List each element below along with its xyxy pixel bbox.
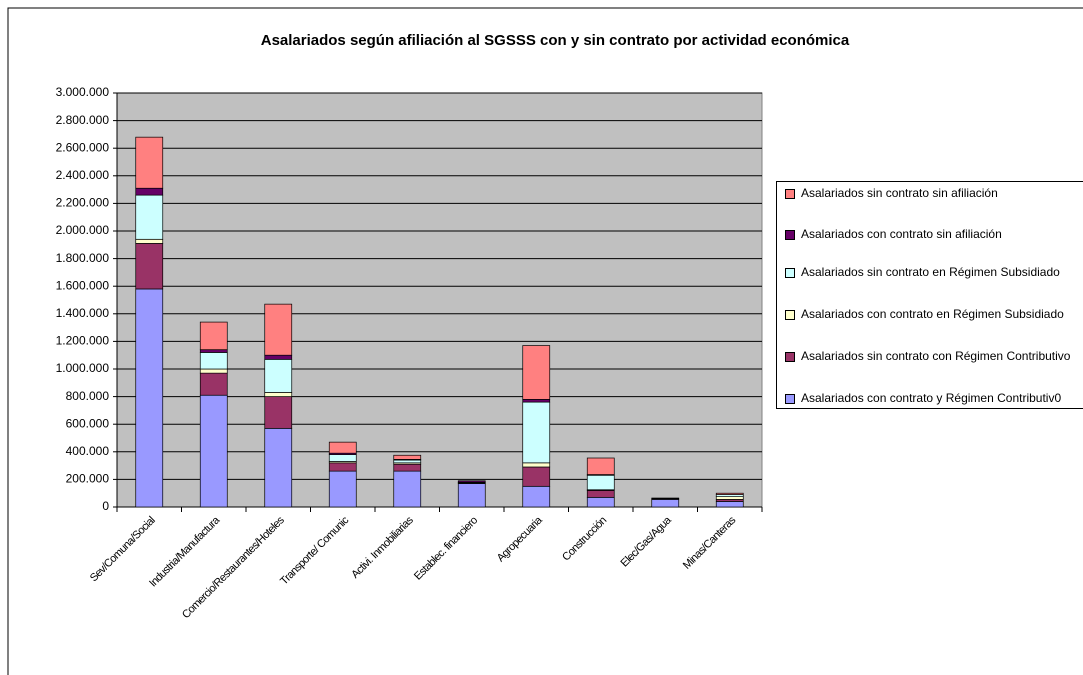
y-tick-label: 2.800.000 [56, 113, 110, 127]
y-tick-label: 1.400.000 [56, 306, 110, 320]
bar-segment [199, 372, 228, 396]
legend-label: Asalariados con contrato en Régimen Subs… [801, 307, 1064, 321]
bar-segment [264, 396, 293, 429]
legend-swatch [785, 310, 795, 320]
legend-label: Asalariados sin contrato sin afiliación [801, 186, 998, 200]
bar-segment [264, 392, 293, 397]
legend-label: Asalariados sin contrato en Régimen Subs… [801, 265, 1060, 279]
bar-segment [135, 243, 164, 290]
bar-segment [264, 358, 293, 393]
legend-item: Asalariados sin contrato en Régimen Subs… [785, 266, 1083, 279]
bar-segment [715, 501, 744, 508]
bar-segment [264, 427, 293, 508]
bar-segment [651, 497, 680, 500]
y-tick-label: 400.000 [66, 444, 110, 458]
legend-label: Asalariados con contrato sin afiliación [801, 227, 1002, 241]
legend-item: Asalariados con contrato en Régimen Subs… [785, 308, 1083, 321]
y-tick-label: 2.200.000 [56, 196, 110, 210]
bar-segment [264, 354, 293, 360]
bar-segment [457, 480, 486, 483]
bar-segment [199, 352, 228, 370]
bar-segment [715, 492, 744, 495]
legend-item: Asalariados con contrato y Régimen Contr… [785, 392, 1083, 405]
y-tick-label: 1.800.000 [56, 251, 110, 265]
bar-segment [328, 470, 357, 508]
legend-item: Asalariados sin contrato con Régimen Con… [785, 350, 1083, 363]
y-tick-label: 3.000.000 [56, 85, 110, 99]
bar-segment [522, 345, 551, 400]
y-tick-label: 200.000 [66, 472, 110, 486]
legend: Asalariados sin contrato sin afiliación A… [776, 181, 1083, 409]
bar-segment [328, 462, 357, 472]
y-tick-label: 0 [102, 499, 109, 513]
bar-segment [135, 288, 164, 508]
bar-segment [393, 454, 422, 460]
bar-segment [264, 303, 293, 356]
bar-segment [586, 457, 615, 475]
legend-label: Asalariados con contrato y Régimen Contr… [801, 391, 1062, 405]
y-tick-label: 1.200.000 [56, 334, 110, 348]
legend-swatch [785, 189, 795, 199]
legend-swatch [785, 352, 795, 362]
chart-title: Asalariados según afiliación al SGSSS co… [261, 32, 850, 49]
bar-segment [522, 401, 551, 464]
bar-segment [199, 349, 228, 353]
bar-segment [135, 136, 164, 189]
bar-segment [199, 321, 228, 351]
bar-segment [199, 368, 228, 374]
bar-segment [586, 490, 615, 498]
legend-swatch [785, 394, 795, 404]
bar-segment [393, 463, 422, 472]
bar-segment [715, 496, 744, 500]
bar-segment [328, 441, 357, 454]
bar-segment [393, 470, 422, 508]
y-tick-label: 600.000 [66, 416, 110, 430]
legend-swatch [785, 268, 795, 278]
bar-segment [522, 462, 551, 468]
bar-segment [135, 194, 164, 240]
y-tick-label: 1.000.000 [56, 361, 110, 375]
bar-segment [651, 499, 680, 508]
legend-item: Asalariados con contrato sin afiliación [785, 228, 1083, 241]
legend-label: Asalariados sin contrato con Régimen Con… [801, 349, 1071, 363]
bar-segment [135, 187, 164, 196]
bar-segment [199, 394, 228, 508]
legend-swatch [785, 230, 795, 240]
y-tick-label: 2.400.000 [56, 168, 110, 182]
y-tick-label: 2.600.000 [56, 140, 110, 154]
y-tick-label: 2.000.000 [56, 223, 110, 237]
bar-segment [522, 485, 551, 508]
bar-segment [328, 454, 357, 462]
bar-segment [586, 496, 615, 508]
bar-segment [393, 459, 422, 464]
bar-segment [522, 466, 551, 487]
bar-segment [457, 483, 486, 508]
bar-segment [135, 238, 164, 244]
bar-segment [522, 399, 551, 403]
y-tick-label: 800.000 [66, 389, 110, 403]
y-tick-label: 1.600.000 [56, 278, 110, 292]
bar-segment [586, 474, 615, 491]
legend-item: Asalariados sin contrato sin afiliación [785, 187, 1083, 200]
